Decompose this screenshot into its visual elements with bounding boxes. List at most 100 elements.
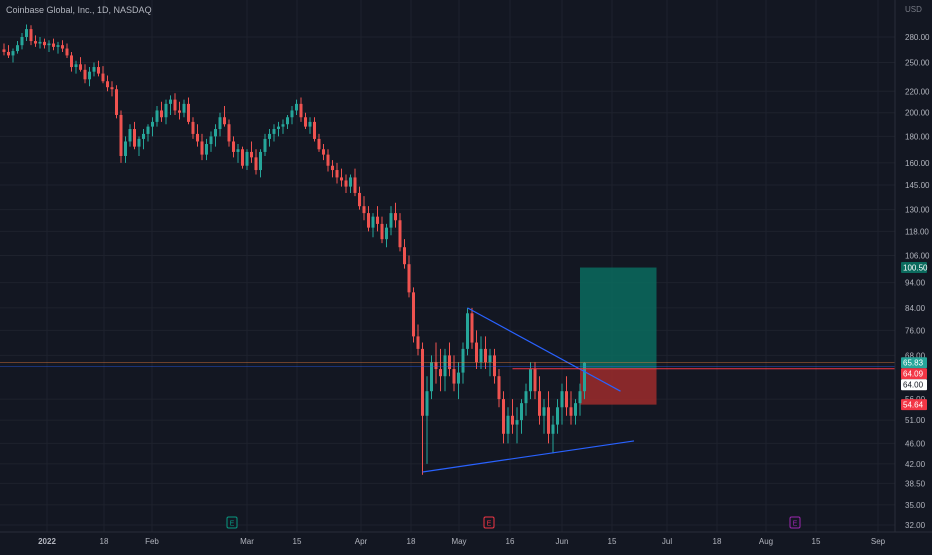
candle[interactable] <box>290 106 294 125</box>
candle[interactable] <box>101 66 105 84</box>
candle[interactable] <box>326 149 330 172</box>
candle[interactable] <box>340 168 343 187</box>
candle[interactable] <box>227 119 231 147</box>
candle[interactable] <box>178 101 181 120</box>
candle[interactable] <box>353 168 357 197</box>
candle[interactable] <box>79 57 82 72</box>
candle[interactable] <box>245 149 249 171</box>
candle[interactable] <box>25 24 28 42</box>
candle[interactable] <box>254 149 258 175</box>
candle[interactable] <box>362 196 366 221</box>
candle[interactable] <box>479 336 483 370</box>
candle[interactable] <box>110 81 114 97</box>
candle[interactable] <box>502 391 505 444</box>
candle[interactable] <box>439 348 442 392</box>
candle[interactable] <box>308 117 312 134</box>
candle[interactable] <box>223 106 226 127</box>
candle[interactable] <box>452 355 456 392</box>
candle[interactable] <box>155 106 159 127</box>
candle[interactable] <box>250 141 253 163</box>
candle[interactable] <box>367 206 370 232</box>
candle[interactable] <box>538 376 541 425</box>
drawings[interactable] <box>422 307 896 473</box>
loss-zone[interactable] <box>580 368 657 405</box>
candle[interactable] <box>497 369 501 408</box>
candle[interactable] <box>151 117 154 137</box>
candle[interactable] <box>173 93 177 115</box>
candle[interactable] <box>335 162 339 184</box>
candle[interactable] <box>578 383 582 416</box>
candle[interactable] <box>286 114 289 130</box>
candle[interactable] <box>268 129 271 147</box>
candle[interactable] <box>515 407 519 444</box>
candle[interactable] <box>182 99 186 118</box>
candle[interactable] <box>313 117 316 142</box>
candle[interactable] <box>65 43 69 59</box>
candle[interactable] <box>493 348 496 384</box>
candle[interactable] <box>322 144 325 161</box>
candle[interactable] <box>398 213 402 252</box>
candle[interactable] <box>218 112 222 137</box>
candle[interactable] <box>214 124 217 147</box>
candle[interactable] <box>524 383 528 416</box>
price-scale[interactable]: 280.00 250.00 220.00 200.00 180.00 160.00 145.… <box>905 33 930 530</box>
earnings-event-icon[interactable]: E <box>226 516 238 529</box>
candle[interactable] <box>421 342 424 475</box>
candle[interactable] <box>380 216 384 244</box>
candle[interactable] <box>394 202 397 228</box>
candle[interactable] <box>520 399 523 434</box>
candle[interactable] <box>542 399 546 434</box>
candle[interactable] <box>11 48 15 63</box>
candle[interactable] <box>38 37 42 49</box>
candle[interactable] <box>70 51 73 72</box>
candle[interactable] <box>74 60 78 74</box>
candle[interactable] <box>29 25 33 46</box>
candle[interactable] <box>34 35 37 47</box>
candle[interactable] <box>160 101 163 122</box>
candle[interactable] <box>52 38 55 51</box>
candle[interactable] <box>43 38 46 49</box>
time-scale[interactable]: 2022 18 Feb Mar 15 Apr 18 May 16 Jun 15 Jul 18 Aug 15 S… <box>38 537 886 546</box>
candle[interactable] <box>277 121 280 137</box>
candle[interactable] <box>133 121 136 150</box>
candle[interactable] <box>92 62 96 77</box>
candle[interactable] <box>295 99 298 115</box>
candle[interactable] <box>506 407 510 444</box>
candle[interactable] <box>209 131 213 152</box>
long-position-tool[interactable] <box>580 267 657 405</box>
candle[interactable] <box>241 146 244 169</box>
candle[interactable] <box>551 415 555 454</box>
candle[interactable] <box>385 223 388 248</box>
candle[interactable] <box>200 133 204 161</box>
candle[interactable] <box>299 97 303 122</box>
earnings-event-icon[interactable]: E <box>789 516 801 529</box>
candle[interactable] <box>574 399 577 425</box>
candle[interactable] <box>205 138 208 161</box>
candle[interactable] <box>304 112 307 130</box>
candle[interactable] <box>547 391 550 444</box>
candle[interactable] <box>115 85 118 119</box>
candle[interactable] <box>164 99 168 125</box>
candle[interactable] <box>457 362 460 400</box>
candle[interactable] <box>7 45 10 59</box>
candle[interactable] <box>371 213 375 238</box>
candle[interactable] <box>232 136 235 158</box>
candle[interactable] <box>146 124 150 142</box>
candle[interactable] <box>2 43 6 56</box>
candle[interactable] <box>407 255 411 298</box>
candle[interactable] <box>137 136 141 156</box>
profit-zone[interactable] <box>580 267 657 369</box>
candle[interactable] <box>187 97 190 125</box>
candle[interactable] <box>484 336 487 370</box>
candle[interactable] <box>119 110 123 163</box>
candle[interactable] <box>331 160 334 178</box>
candle[interactable] <box>511 399 514 434</box>
candle[interactable] <box>20 33 24 50</box>
candle[interactable] <box>349 174 352 193</box>
candle[interactable] <box>317 133 321 152</box>
candle[interactable] <box>556 399 559 434</box>
candle[interactable] <box>434 342 438 384</box>
candle[interactable] <box>466 307 469 356</box>
